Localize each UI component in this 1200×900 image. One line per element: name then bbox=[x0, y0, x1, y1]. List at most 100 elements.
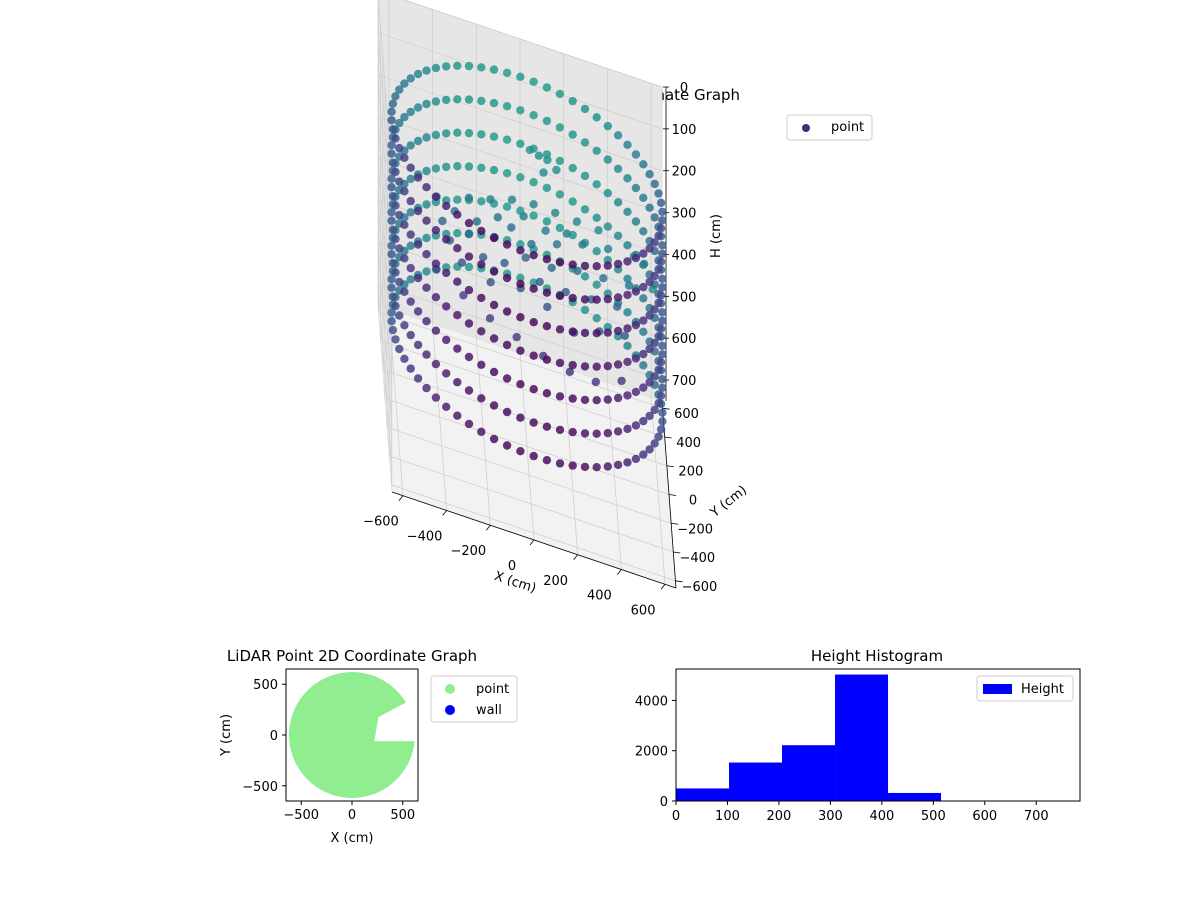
chart3d-point bbox=[477, 427, 486, 436]
chart3d-y-tick-label: 200 bbox=[678, 465, 703, 480]
chart3d-point bbox=[464, 162, 474, 171]
chart3d-z-axis-label: H (cm) bbox=[709, 214, 724, 258]
chart3d-point bbox=[477, 197, 486, 206]
chart3d-point bbox=[431, 359, 441, 369]
chart3d-point bbox=[603, 428, 612, 438]
chart3d-point bbox=[639, 294, 648, 303]
chart3d-point bbox=[658, 341, 667, 350]
chart2d-y-tick-label: −500 bbox=[242, 780, 278, 795]
chart3d-point bbox=[623, 324, 632, 333]
chart3d-x-tick-label: −600 bbox=[363, 515, 399, 530]
chart3d-point bbox=[645, 344, 654, 354]
chart3d-point bbox=[613, 393, 623, 403]
chart3d-point bbox=[464, 386, 474, 395]
chart3d-point bbox=[387, 216, 396, 225]
chart3d-point bbox=[580, 295, 590, 304]
chart3d-point bbox=[542, 422, 552, 431]
chart3d-legend-frame bbox=[786, 114, 873, 141]
chart3d-point bbox=[580, 395, 590, 405]
chart3d-point bbox=[645, 311, 654, 320]
chart3d-point bbox=[568, 96, 577, 106]
chart3d-gridline-x bbox=[475, 24, 491, 526]
chart3d-point bbox=[623, 274, 632, 283]
chart3d-point bbox=[464, 252, 474, 261]
chart3d-point bbox=[568, 197, 577, 206]
chart3d-point bbox=[486, 278, 495, 287]
chart3d-point bbox=[400, 287, 409, 296]
chart3d-point bbox=[541, 226, 550, 235]
chart3d-point bbox=[442, 95, 451, 105]
chart3d-point bbox=[580, 104, 590, 114]
chart3d-point bbox=[442, 335, 451, 345]
chart3d-point bbox=[624, 281, 634, 290]
chart3d-gridline-x bbox=[432, 9, 448, 511]
chart3d-point bbox=[391, 92, 400, 101]
chart3d-point bbox=[406, 297, 415, 306]
chart2d-x-axis-label: X (cm) bbox=[331, 831, 374, 846]
chart3d-point bbox=[422, 216, 431, 225]
chart3d-point bbox=[500, 258, 509, 268]
chart3d-point bbox=[603, 155, 612, 164]
chart3d-point bbox=[613, 198, 623, 207]
chart3d-point bbox=[542, 183, 552, 193]
chart3d-point bbox=[502, 441, 512, 450]
chart3d-point bbox=[464, 61, 474, 71]
chart3d-axes: −600 −400 −200 0 200 400 600 −600 −400 −200 0 200 40… bbox=[363, 81, 717, 618]
chart3d-point bbox=[459, 291, 468, 300]
chart3d-point bbox=[555, 325, 565, 334]
chart3d-point bbox=[658, 207, 667, 216]
chart3d-point bbox=[413, 173, 423, 182]
chart3d-point bbox=[654, 231, 663, 240]
chart3d-point bbox=[400, 153, 409, 162]
chart3d-point bbox=[613, 259, 623, 269]
chart3d-x-tick-label: −200 bbox=[450, 544, 486, 559]
chart3d-point bbox=[489, 233, 499, 243]
chart3d-point bbox=[442, 162, 451, 172]
chart3d-point bbox=[542, 116, 552, 126]
histogram-x-tick-label: 400 bbox=[869, 809, 894, 824]
chart3d-point bbox=[493, 213, 502, 222]
chart3d-point bbox=[391, 134, 400, 143]
chart3d-point bbox=[568, 427, 577, 437]
chart3d-gridline-z bbox=[378, 0, 663, 179]
chart3d-point bbox=[516, 246, 525, 255]
chart3d-point bbox=[580, 171, 590, 181]
chart3d-point bbox=[395, 85, 404, 94]
chart3d-point bbox=[464, 352, 474, 362]
chart3d-point bbox=[422, 183, 431, 192]
chart3d-point bbox=[442, 369, 451, 378]
chart3d-point bbox=[442, 235, 451, 244]
chart3d-point bbox=[489, 334, 499, 343]
chart3d-point bbox=[592, 146, 601, 155]
chart3d-point bbox=[387, 241, 396, 250]
chart3d-point bbox=[623, 241, 632, 250]
chart3d-point bbox=[477, 130, 486, 139]
chart3d-point bbox=[555, 156, 565, 166]
chart3d-point bbox=[502, 307, 512, 316]
chart3d-point bbox=[489, 65, 499, 74]
chart3d-point bbox=[464, 95, 474, 104]
chart2d-x-tick-label: 500 bbox=[390, 808, 415, 823]
chart3d-point bbox=[654, 189, 663, 198]
chart3d-y-tick bbox=[671, 522, 679, 525]
chart3d-point bbox=[406, 275, 415, 284]
chart3d-point bbox=[654, 365, 663, 374]
chart3d-point bbox=[464, 218, 474, 228]
chart3d-point bbox=[502, 102, 512, 111]
chart3d-point bbox=[489, 367, 499, 377]
chart3d-point bbox=[529, 200, 538, 209]
chart2d-legend-label-point: point bbox=[476, 682, 509, 697]
chart3d-x-tick-label: 400 bbox=[587, 589, 612, 604]
chart3d-point bbox=[485, 314, 495, 323]
chart3d-point bbox=[453, 244, 462, 253]
chart3d-point bbox=[568, 260, 577, 269]
chart3d-point bbox=[594, 226, 603, 235]
chart3d-point bbox=[400, 220, 409, 229]
chart3d-point bbox=[400, 187, 409, 196]
histogram-x-tick-label: 300 bbox=[818, 809, 843, 824]
chart3d-point bbox=[516, 273, 525, 282]
chart3d-point bbox=[562, 229, 571, 238]
chart3d-point bbox=[603, 462, 612, 471]
chart3d-point bbox=[656, 291, 666, 300]
chart3d-point bbox=[387, 250, 396, 259]
